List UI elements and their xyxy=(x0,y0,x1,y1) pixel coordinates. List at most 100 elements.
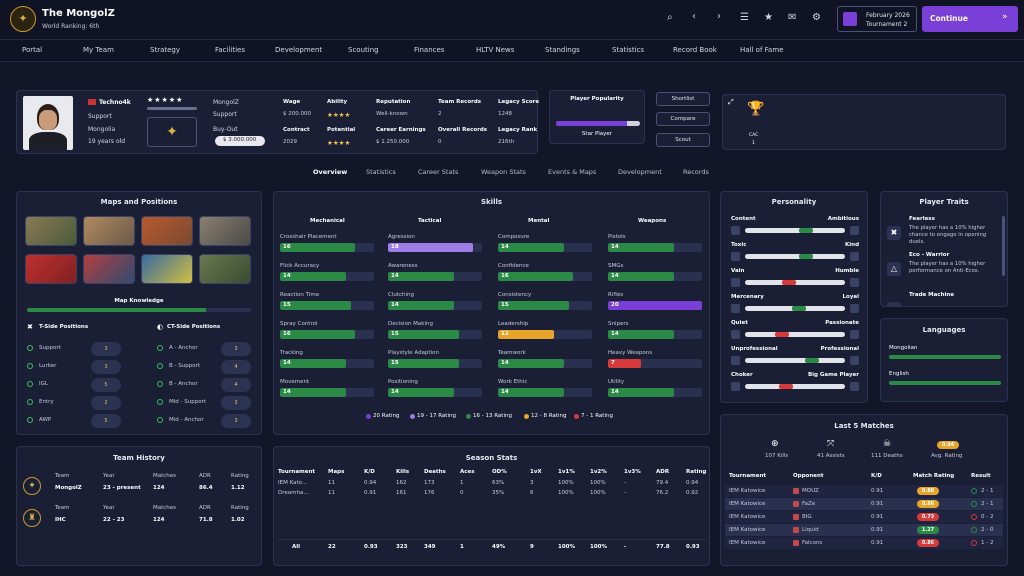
skill-value: 15 xyxy=(283,302,291,308)
ct-position-label: Mid - Support xyxy=(169,399,206,405)
back-icon[interactable]: ‹ xyxy=(692,11,696,22)
last5-opponent: FaZe xyxy=(802,501,816,507)
skill-bar: 14 xyxy=(388,388,482,397)
t-position-rating[interactable]: 5 xyxy=(91,414,121,428)
last5-tournament: IEM Katowice xyxy=(729,514,766,520)
ct-position-rating[interactable]: 3 xyxy=(221,414,251,428)
last5-tournament: IEM Katowice xyxy=(729,540,766,546)
season-cell: 35% xyxy=(492,490,505,496)
tab-overview[interactable]: Overview xyxy=(313,168,348,176)
forward-icon[interactable]: › xyxy=(717,11,721,22)
last5-opponent: BIG xyxy=(802,514,812,520)
skill-fill xyxy=(388,388,454,397)
skill-label: Flick Accuracy xyxy=(280,263,320,269)
stat-value: ★★★★ xyxy=(327,139,351,147)
legend-dot xyxy=(574,414,579,419)
position-status-dot xyxy=(27,345,33,351)
skill-label: Work Ethic xyxy=(498,379,528,385)
last5-row-bg xyxy=(725,511,1003,523)
star-icon[interactable]: ★ xyxy=(764,12,773,23)
nav-development[interactable]: Development xyxy=(275,46,323,54)
ct-position-rating[interactable]: 3 xyxy=(221,396,251,410)
skill-label: Composure xyxy=(498,234,530,240)
last5-tournament: IEM Katowice xyxy=(729,501,766,507)
ct-position-rating[interactable]: 3 xyxy=(221,342,251,356)
history-col-header: Rating xyxy=(231,473,249,479)
gear-icon[interactable]: ⚙ xyxy=(812,12,821,23)
map-thumb-2[interactable] xyxy=(83,216,135,246)
skill-label: Rifles xyxy=(608,292,624,298)
compare-button[interactable]: Compare xyxy=(656,112,710,126)
skill-fill xyxy=(280,359,346,368)
season-col-header: 1v3% xyxy=(624,469,641,475)
list-icon[interactable]: ☰ xyxy=(740,12,749,23)
tab-development[interactable]: Development xyxy=(618,168,662,176)
ct-position-rating[interactable]: 4 xyxy=(221,378,251,392)
nav-hall-of-fame[interactable]: Hall of Fame xyxy=(740,46,784,54)
tab-events-maps[interactable]: Events & Maps xyxy=(548,168,597,176)
nav-finances[interactable]: Finances xyxy=(414,46,445,54)
t-position-rating[interactable]: 3 xyxy=(91,360,121,374)
t-position-rating[interactable]: 3 xyxy=(91,342,121,356)
map-thumb-8[interactable] xyxy=(199,254,251,284)
assists-summary: 41 Assists xyxy=(817,453,845,459)
map-thumb-6[interactable] xyxy=(83,254,135,284)
position-status-dot xyxy=(27,399,33,405)
maps-title: Maps and Positions xyxy=(100,198,178,206)
nav-strategy[interactable]: Strategy xyxy=(150,46,180,54)
map-thumb-5[interactable] xyxy=(25,254,77,284)
tab-career-stats[interactable]: Career Stats xyxy=(418,168,459,176)
shortlist-button[interactable]: Shortlist xyxy=(656,92,710,106)
opponent-logo xyxy=(793,540,799,546)
nav-my-team[interactable]: My Team xyxy=(83,46,114,54)
season-cell: 0.94 xyxy=(364,480,377,486)
nav-statistics[interactable]: Statistics xyxy=(612,46,644,54)
languages-title: Languages xyxy=(922,326,966,334)
ct-position-label: B - Anchor xyxy=(169,381,198,387)
result-indicator xyxy=(971,501,977,507)
season-cell: 0.91 xyxy=(364,490,377,496)
personality-bar xyxy=(745,280,845,285)
map-thumb-1[interactable] xyxy=(25,216,77,246)
kills-summary: 107 Kills xyxy=(765,453,789,459)
skill-fill xyxy=(388,330,459,339)
history-team-logo: ✦ xyxy=(23,477,41,495)
traits-scrollbar[interactable] xyxy=(1002,216,1005,276)
map-thumb-3[interactable] xyxy=(141,216,193,246)
personality-marker xyxy=(782,280,796,285)
nav-standings[interactable]: Standings xyxy=(545,46,580,54)
season-col-header: Rating xyxy=(686,469,707,475)
personality-icon xyxy=(850,226,859,235)
legend-dot xyxy=(366,414,371,419)
scout-button[interactable]: Scout xyxy=(656,133,710,147)
skill-bar: 16 xyxy=(498,272,592,281)
history-cell: MongolZ xyxy=(55,485,82,491)
t-position-rating[interactable]: 5 xyxy=(91,378,121,392)
date-box[interactable]: February 2026 Tournament 2 xyxy=(837,6,917,32)
trophy-box: ⤢ 🏆 CAC 1 xyxy=(722,94,1006,150)
season-cell: 100% xyxy=(558,490,574,496)
player-team-role: Support xyxy=(213,111,237,118)
nav-facilities[interactable]: Facilities xyxy=(215,46,245,54)
t-position-rating[interactable]: 2 xyxy=(91,396,121,410)
skill-label: Awareness xyxy=(388,263,418,269)
tab-weapon-stats[interactable]: Weapon Stats xyxy=(481,168,526,176)
nav-hltv-news[interactable]: HLTV News xyxy=(476,46,515,54)
last5-kd: 0.91 xyxy=(871,540,884,546)
ct-position-rating[interactable]: 4 xyxy=(221,360,251,374)
nav-record-book[interactable]: Record Book xyxy=(673,46,717,54)
tab-statistics[interactable]: Statistics xyxy=(366,168,396,176)
map-thumb-4[interactable] xyxy=(199,216,251,246)
inbox-icon[interactable]: ✉ xyxy=(788,12,797,23)
expand-icon[interactable]: ⤢ xyxy=(728,98,734,106)
search-icon[interactable]: ⌕ xyxy=(667,12,673,23)
tab-records[interactable]: Records xyxy=(683,168,709,176)
nav-portal[interactable]: Portal xyxy=(22,46,43,54)
map-thumb-7[interactable] xyxy=(141,254,193,284)
continue-button[interactable]: Continue » xyxy=(922,6,1018,32)
popularity-title: Player Popularity xyxy=(570,96,624,102)
player-age: 19 years old xyxy=(88,138,126,145)
personality-bar xyxy=(745,332,845,337)
nav-scouting[interactable]: Scouting xyxy=(348,46,379,54)
last5-row-bg xyxy=(725,498,1003,510)
